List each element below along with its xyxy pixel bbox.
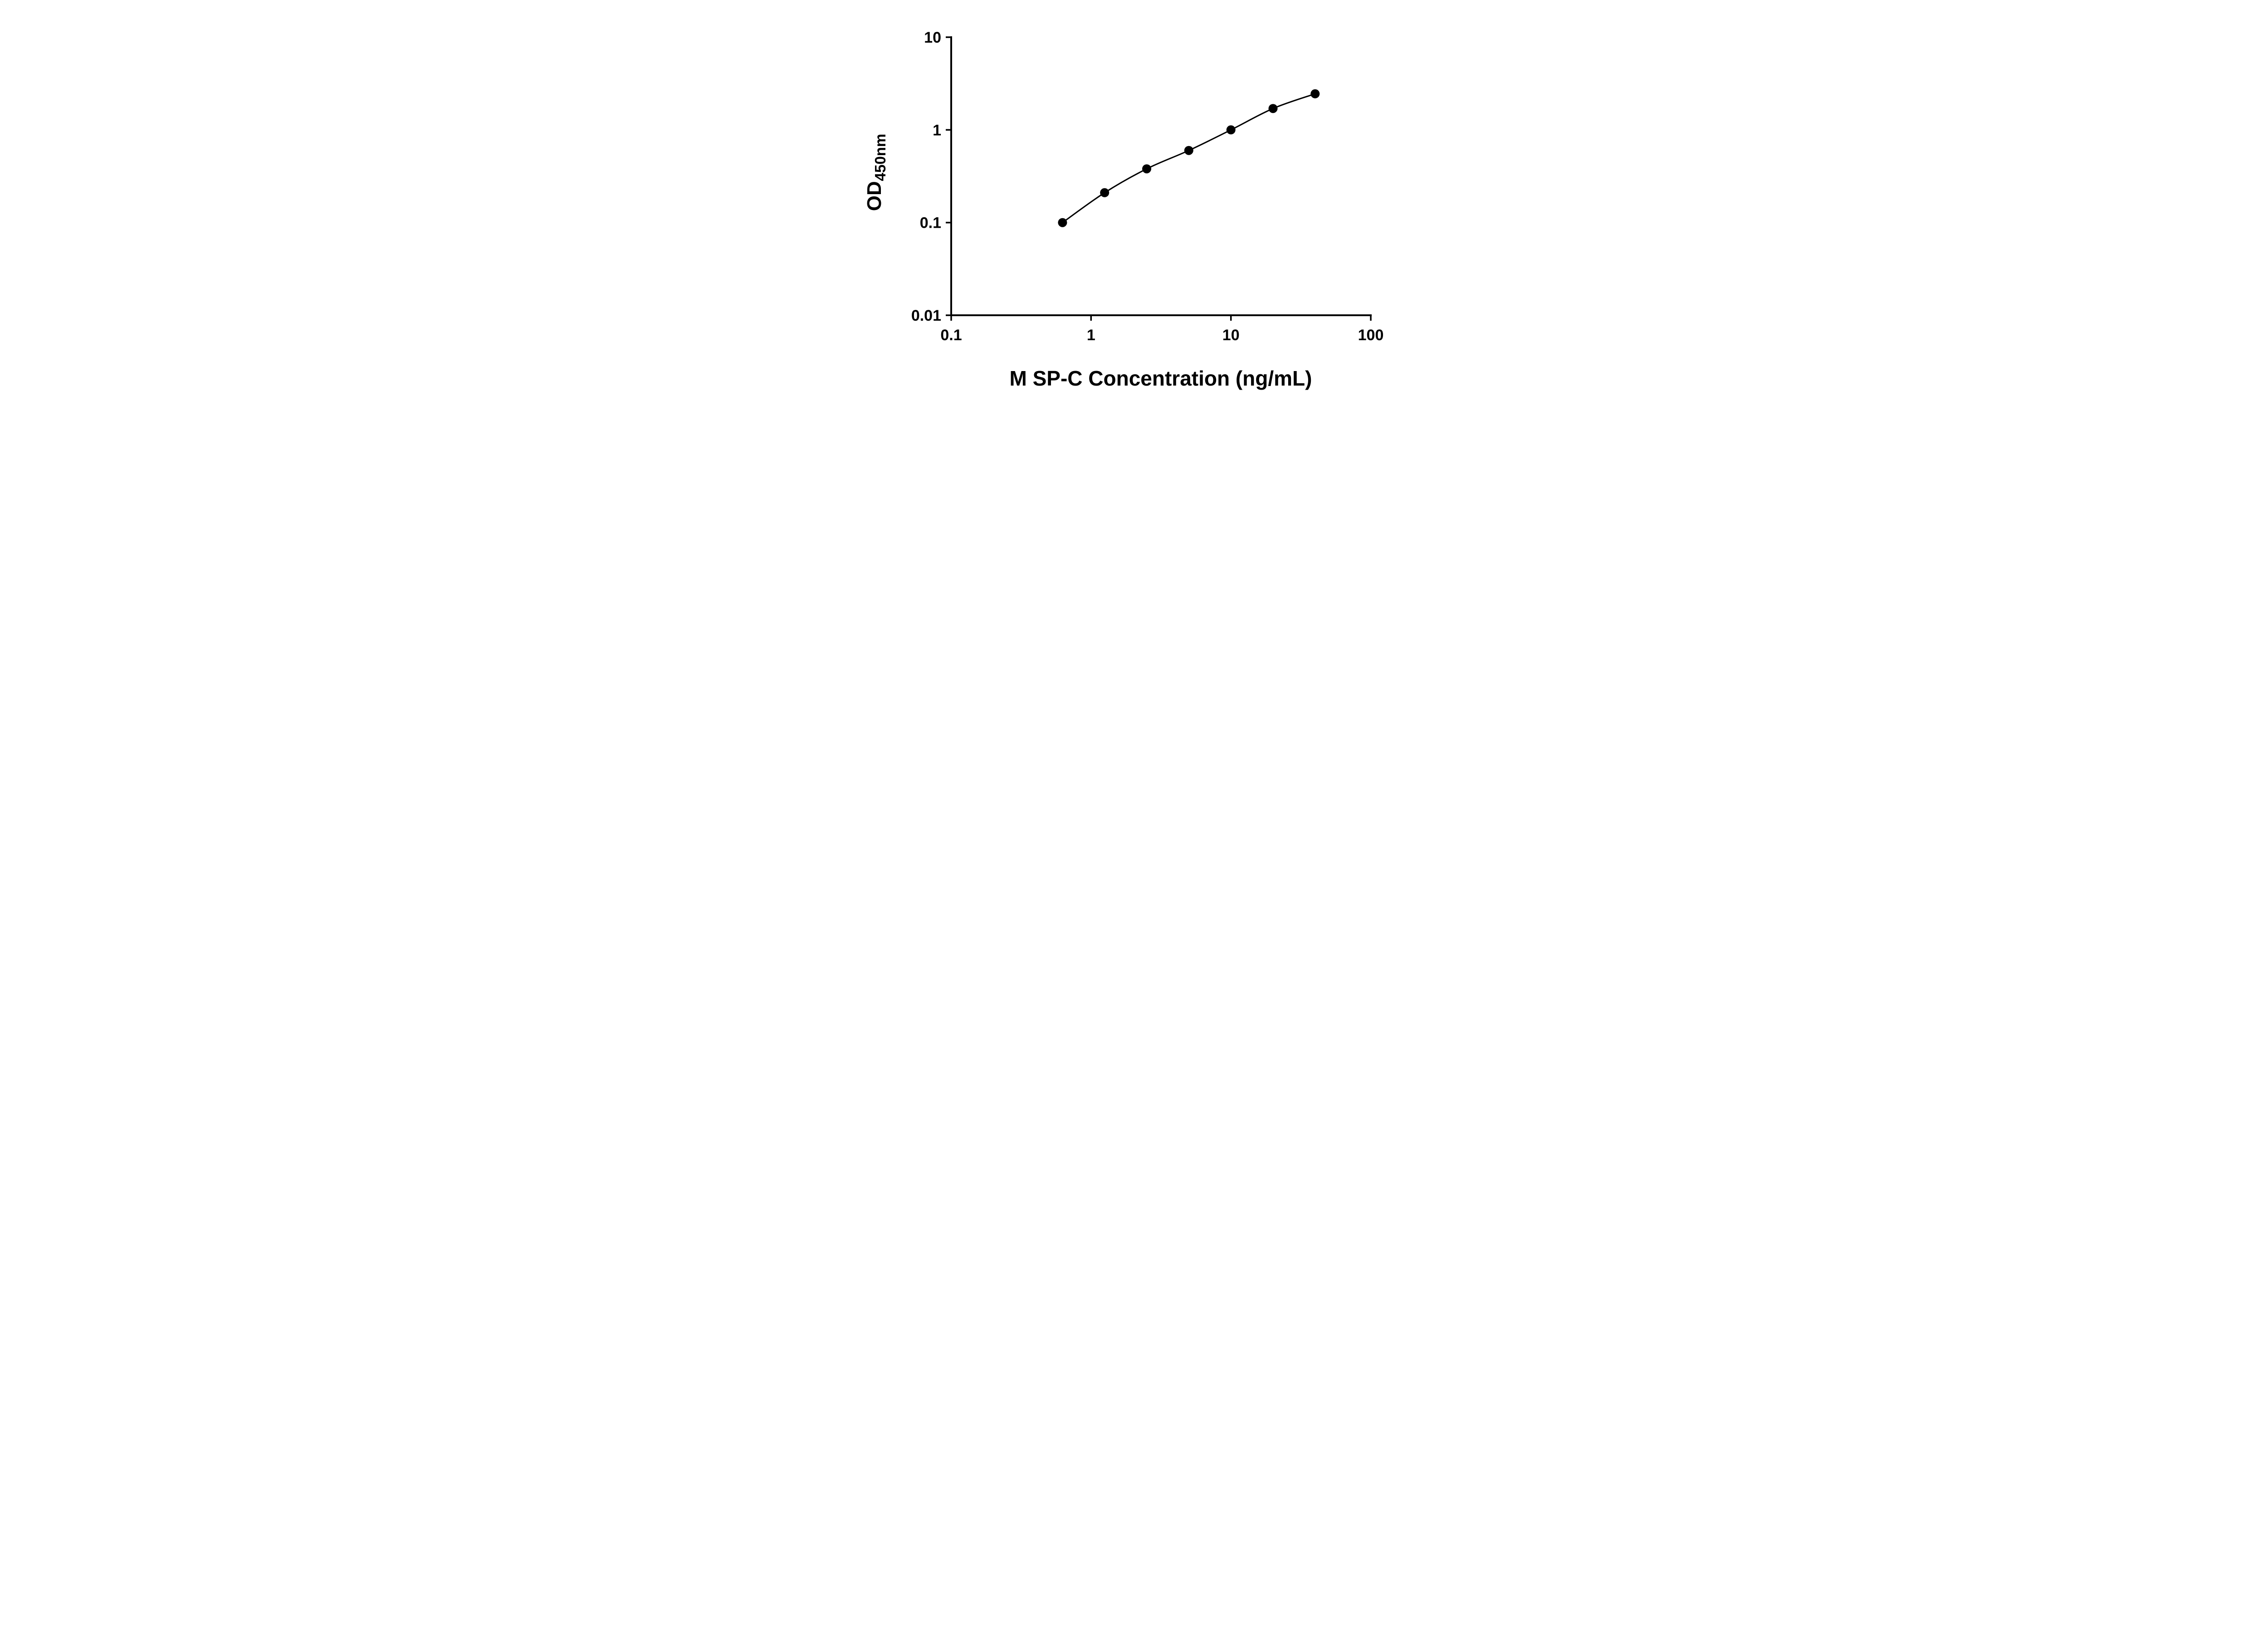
- data-point-marker: [1142, 164, 1151, 174]
- x-axis-title: M SP-C Concentration (ng/mL): [1010, 367, 1312, 390]
- y-axis-title: OD450nm: [863, 134, 889, 211]
- axis-spine: [950, 36, 1372, 316]
- data-point-marker: [1268, 104, 1278, 113]
- fit-curve: [1061, 93, 1316, 224]
- y-tick-label: 0.1: [920, 215, 941, 232]
- data-point-marker: [1310, 89, 1320, 98]
- standard-curve-figure: 0.1 1 10 100 0.01 0.1 1 10 M SP-C Concentration…: [842, 0, 1426, 408]
- data-point-marker: [1100, 188, 1110, 197]
- y-tick-label: 1: [933, 122, 941, 139]
- y-tick-label: 10: [924, 29, 941, 46]
- y-tick-label: 0.01: [911, 307, 941, 324]
- y-axis-title-subscript: 450nm: [872, 134, 889, 181]
- x-tick-label: 0.1: [940, 327, 962, 344]
- data-point-marker: [1184, 146, 1193, 155]
- x-tick-label: 10: [1222, 327, 1240, 344]
- x-tick-label: 1: [1087, 327, 1095, 344]
- data-point-marker: [1226, 125, 1236, 135]
- plot-area: 0.1 1 10 100 0.01 0.1 1 10: [911, 29, 1384, 344]
- y-axis-title-main: OD: [863, 181, 885, 211]
- x-tick-label: 100: [1358, 327, 1384, 344]
- standard-curve-chart: 0.1 1 10 100 0.01 0.1 1 10 M SP-C Concentration…: [863, 29, 1384, 390]
- data-point-marker: [1058, 218, 1067, 227]
